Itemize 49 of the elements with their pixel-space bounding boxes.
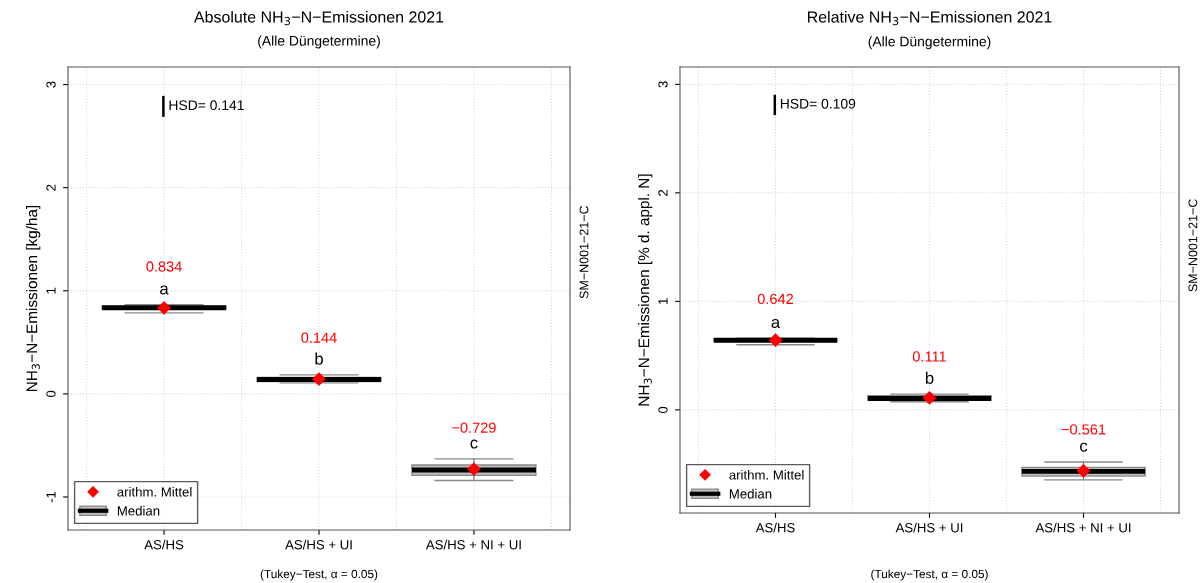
data-label: 0.144 <box>301 332 337 343</box>
point <box>1076 464 1091 478</box>
data-label: 0.834 <box>146 261 182 272</box>
annotation: c <box>470 439 478 449</box>
y-tick-label: 1 <box>658 298 668 305</box>
point <box>467 462 481 476</box>
annotation: HSD= 0.109 <box>780 98 856 109</box>
y-tick-label: 2 <box>658 189 668 196</box>
x-tick-label: AS/HS + NI + UI <box>425 539 521 550</box>
legend-label: arithm. Mittel <box>729 469 804 480</box>
text: SM−N001−21−C <box>1188 199 1198 292</box>
x-tick-label: AS/HS + NI + UI <box>1035 522 1131 533</box>
y-tick-label: 0 <box>46 390 56 398</box>
annotation: HSD= 0.141 <box>169 100 244 111</box>
y-tick-label: 3 <box>46 81 56 88</box>
y-axis-title: NH$_{3}$−N−Emissionen [kg/ha] <box>26 205 41 391</box>
point <box>768 333 783 347</box>
text: (Tukey−Test, α = 0.05) <box>260 569 378 581</box>
chart-title: Absolute NH$_{3}$−N−Emissionen 2021 <box>193 10 444 26</box>
annotation: a <box>160 285 169 295</box>
y-tick-label: 3 <box>658 81 668 88</box>
x-tick-label: AS/HS + UI <box>285 539 352 550</box>
data-label: −0.729 <box>452 422 496 433</box>
data-label: −0.561 <box>1061 424 1106 435</box>
legend-label: Median <box>117 505 160 516</box>
y-tick-label: 2 <box>46 184 56 191</box>
legend-label: arithm. Mittel <box>117 486 192 497</box>
data-label: 0.642 <box>757 293 793 305</box>
x-tick-label: AS/HS <box>755 522 795 533</box>
annotation: b <box>925 371 934 384</box>
legend-label: Median <box>729 488 772 499</box>
chart-subtitle: (Alle Düngetermine) <box>868 36 991 50</box>
chart-title: Relative NH$_{3}$−N−Emissionen 2021 <box>807 10 1052 26</box>
point <box>157 301 171 315</box>
y-tick-label: 1 <box>46 287 56 294</box>
text: (Tukey−Test, α = 0.05) <box>871 569 988 581</box>
x-tick-label: AS/HS <box>144 539 184 550</box>
y-axis-title: NH$_{3}$−N−Emissionen [% d. appl. N] <box>638 174 653 406</box>
chart-subtitle: (Alle Düngetermine) <box>258 35 380 49</box>
annotation: a <box>771 318 781 329</box>
y-tick-label: 0 <box>658 406 668 414</box>
point <box>922 391 937 405</box>
annotation: b <box>315 352 323 365</box>
annotation: c <box>1080 442 1088 452</box>
x-tick-label: AS/HS + UI <box>895 522 963 533</box>
point <box>312 372 326 386</box>
text: SM−N001−21−C <box>579 205 589 299</box>
data-label: 0.111 <box>912 351 946 362</box>
y-tick-label: -1 <box>46 491 56 503</box>
